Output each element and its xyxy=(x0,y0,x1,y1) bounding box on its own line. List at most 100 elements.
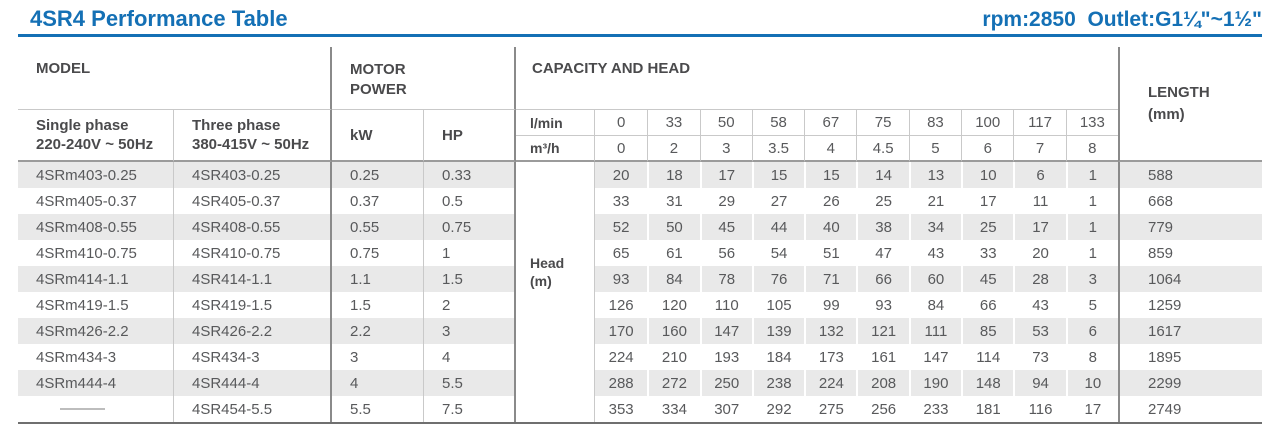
lmin-value: 100 xyxy=(961,110,1014,136)
single-phase-line1: Single phase xyxy=(36,116,129,134)
hp-cell: 7.5 xyxy=(424,396,516,422)
kw-cell: 4 xyxy=(332,370,424,396)
head-value-cell: 94 xyxy=(1013,370,1066,396)
hp-cell: 3 xyxy=(424,318,516,344)
model-three-cell: 4SR405-0.37 xyxy=(174,188,332,214)
head-value-cell: 84 xyxy=(647,266,700,292)
head-value-cell: 120 xyxy=(647,292,699,318)
head-value-cell: 15 xyxy=(804,162,857,188)
lmin-value: 117 xyxy=(1013,110,1066,136)
head-value-cell: 20 xyxy=(595,162,648,188)
head-value-cell: 14 xyxy=(856,162,909,188)
head-unit-line1: Head xyxy=(530,254,565,271)
head-value-cell: 210 xyxy=(647,344,699,370)
head-value-cell: 110 xyxy=(699,292,752,318)
three-phase-header: Three phase 380-415V ~ 50Hz xyxy=(174,110,332,162)
head-value-cell: 193 xyxy=(699,344,752,370)
head-value-cell: 38 xyxy=(856,214,909,240)
model-single-cell: 4SRm403-0.25 xyxy=(18,162,174,188)
lmin-value: 0 xyxy=(595,110,648,136)
kw-cell: 3 xyxy=(332,344,424,370)
head-value-cell: 45 xyxy=(699,214,752,240)
head-value-cell: 224 xyxy=(608,348,634,366)
length-cell: 1259 xyxy=(1117,292,1262,318)
head-value-cell: 17 xyxy=(699,162,752,188)
kw-cell: 0.25 xyxy=(332,162,424,188)
head-value-cell: 17 xyxy=(1065,396,1118,422)
m3h-value: 4 xyxy=(804,136,857,162)
head-value-cell: 1 xyxy=(1065,162,1118,188)
model-single-cell: 4SRm444-4 xyxy=(18,370,174,396)
head-value-cell: 17 xyxy=(961,188,1013,214)
head-value-cell: 13 xyxy=(908,162,962,188)
kw-cell: 1.1 xyxy=(332,266,424,292)
head-value-cell: 173 xyxy=(804,344,856,370)
head-value-cell: 43 xyxy=(1013,292,1065,318)
length-cell: 668 xyxy=(1117,188,1262,214)
no-model-dash xyxy=(60,408,105,410)
model-single-cell: 4SRm408-0.55 xyxy=(18,214,174,240)
three-phase-line1: Three phase xyxy=(192,116,281,134)
head-value-cell: 1 xyxy=(1065,188,1118,214)
kw-cell: 0.55 xyxy=(332,214,424,240)
head-value-cell: 54 xyxy=(751,240,804,266)
head-value-cell: 160 xyxy=(647,318,700,344)
page-title: 4SR4 Performance Table xyxy=(30,6,288,31)
lmin-value: 83 xyxy=(908,110,962,136)
head-value-cell: 53 xyxy=(1013,318,1066,344)
head-value-cell: 10 xyxy=(1065,370,1118,396)
head-value-cell: 76 xyxy=(751,266,805,292)
hp-cell: 1.5 xyxy=(424,266,516,292)
model-single-cell: 4SRm405-0.37 xyxy=(18,188,174,214)
model-single-cell: 4SRm434-3 xyxy=(18,344,174,370)
head-value-cell: 15 xyxy=(751,162,805,188)
head-value-cell: 51 xyxy=(804,240,856,266)
head-value-cell: 66 xyxy=(961,292,1013,318)
three-phase-line2: 380-415V ~ 50Hz xyxy=(192,136,310,153)
head-value-cell: 139 xyxy=(751,318,805,344)
head-value-cell: 60 xyxy=(908,266,962,292)
head-value-cell: 99 xyxy=(804,292,856,318)
head-unit-label: Head (m) xyxy=(516,162,595,422)
head-value-cell: 148 xyxy=(961,370,1014,396)
m3h-value: 4.5 xyxy=(856,136,909,162)
single-phase-header: Single phase 220-240V ~ 50Hz xyxy=(18,110,174,162)
model-single-cell: 4SRm414-1.1 xyxy=(18,266,174,292)
motor-power-header: MOTOR POWER xyxy=(332,47,516,110)
head-value-cell: 147 xyxy=(908,344,961,370)
performance-table: MODEL MOTOR POWER CAPACITY AND HEAD LENG… xyxy=(18,47,1262,424)
model-three-cell: 4SR403-0.25 xyxy=(174,162,332,188)
kw-cell: 5.5 xyxy=(332,396,424,422)
model-three-cell: 4SR444-4 xyxy=(174,370,332,396)
head-value-cell: 11 xyxy=(1013,188,1065,214)
head-value-cell: 184 xyxy=(751,344,804,370)
model-three-cell: 4SR419-1.5 xyxy=(174,292,332,318)
title-bar: 4SR4 Performance Table rpm:2850 Outlet:G… xyxy=(18,0,1262,37)
head-value-cell: 275 xyxy=(804,396,856,422)
length-cell: 1064 xyxy=(1117,266,1262,292)
head-value-cell: 272 xyxy=(647,370,700,396)
head-value-cell: 93 xyxy=(595,266,648,292)
head-value-cell: 190 xyxy=(908,370,962,396)
length-cell: 1895 xyxy=(1117,344,1262,370)
head-value-cell: 8 xyxy=(1065,344,1118,370)
model-three-cell: 4SR434-3 xyxy=(174,344,332,370)
length-cell: 2749 xyxy=(1117,396,1262,422)
head-value-cell: 121 xyxy=(856,318,909,344)
head-value-cell: 208 xyxy=(856,370,909,396)
length-header-line2: (mm) xyxy=(1147,105,1185,123)
head-value-cell: 233 xyxy=(908,396,961,422)
head-value-cell: 288 xyxy=(595,370,648,396)
model-three-cell: 4SR414-1.1 xyxy=(174,266,332,292)
length-cell: 779 xyxy=(1117,214,1262,240)
m3h-value: 2 xyxy=(647,136,700,162)
lmin-value: 67 xyxy=(804,110,857,136)
hp-cell: 0.33 xyxy=(424,162,516,188)
m3h-value: 0 xyxy=(595,136,648,162)
head-value-cell: 6 xyxy=(1013,162,1066,188)
head-value-cell: 61 xyxy=(647,240,699,266)
lmin-value: 58 xyxy=(751,110,805,136)
lmin-value: 33 xyxy=(647,110,700,136)
head-value-cell: 29 xyxy=(699,188,752,214)
head-value-cell: 5 xyxy=(1065,292,1118,318)
